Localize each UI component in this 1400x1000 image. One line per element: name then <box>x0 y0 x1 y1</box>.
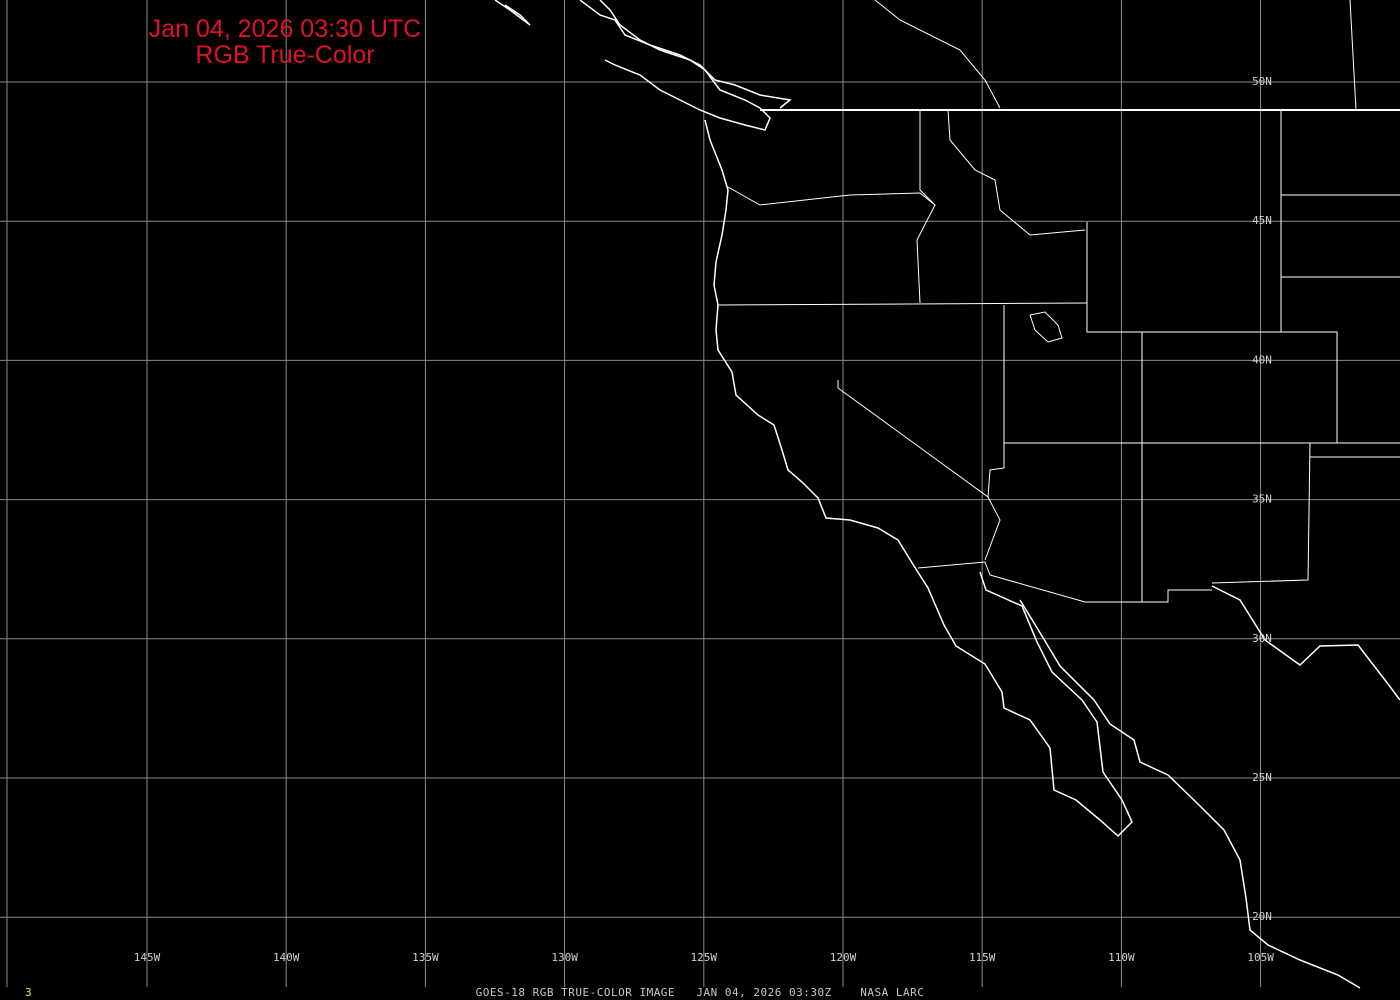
frame-number: 3 <box>25 986 32 999</box>
latitude-label: 20N <box>1252 910 1272 923</box>
idaho-west-border <box>916 110 936 304</box>
vancouver-island-coast <box>599 0 771 131</box>
longitude-label: 130W <box>551 951 578 964</box>
latitude-label: 45N <box>1252 214 1272 227</box>
longitude-label: 145W <box>134 951 161 964</box>
bc-mainland-coast <box>579 0 792 109</box>
footer-caption: GOES-18 RGB TRUE-COLOR IMAGE JAN 04, 202… <box>475 986 925 999</box>
latitude-label: 35N <box>1252 493 1272 506</box>
us-west-coast <box>704 119 1133 838</box>
latitude-labels: 50N 45N 40N 35N 30N 25N 20N <box>1252 75 1272 923</box>
bc-inlets-coast <box>494 0 531 26</box>
title-product: RGB True-Color <box>195 41 375 69</box>
longitude-label: 135W <box>412 951 439 964</box>
longitude-label: 115W <box>969 951 996 964</box>
longitude-labels: 145W 140W 135W 130W 125W 120W 115W 110W 105W <box>134 951 1274 964</box>
bc-alberta-border <box>874 0 1001 109</box>
longitude-label: 125W <box>691 951 718 964</box>
colorado-border <box>1142 331 1338 444</box>
latitude-label: 50N <box>1252 75 1272 88</box>
gulf-coast <box>1211 585 1400 701</box>
political-borders <box>717 0 1400 603</box>
nv-south-border <box>987 443 1005 498</box>
longitude-label: 105W <box>1247 951 1274 964</box>
ca-nv-border <box>837 380 1001 561</box>
or-ca-nv-border <box>717 302 1088 306</box>
great-salt-lake <box>1029 311 1063 343</box>
latitude-label: 30N <box>1252 632 1272 645</box>
title-datetime: Jan 04, 2026 03:30 UTC <box>148 15 422 43</box>
latitude-label: 40N <box>1252 353 1272 366</box>
longitude-label: 110W <box>1108 951 1135 964</box>
wyoming-west-border <box>1086 222 1281 333</box>
coastlines <box>494 0 1400 989</box>
canada-province-border <box>1349 0 1357 111</box>
longitude-label: 140W <box>273 951 300 964</box>
nm-border <box>1142 442 1311 584</box>
mexico-mainland-coast <box>1019 599 1361 989</box>
idaho-montana-border <box>947 109 1086 236</box>
longitude-label: 120W <box>830 951 857 964</box>
latitude-label: 25N <box>1252 771 1272 784</box>
wa-or-border <box>727 186 936 206</box>
us-mexico-border <box>917 561 1212 603</box>
